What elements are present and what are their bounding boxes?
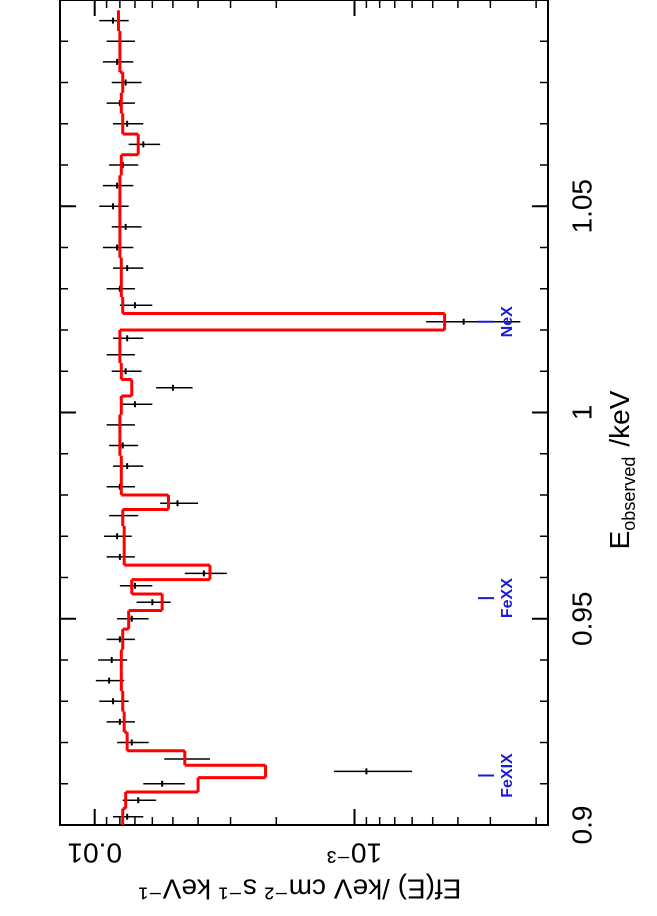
annotation-label: FeXIX <box>499 753 516 798</box>
y-tick-label: 0.01 <box>67 838 122 869</box>
y-tick-label: 10⁻³ <box>327 838 382 869</box>
annotation-label: NeX <box>499 306 516 337</box>
x-label-sub: observed <box>619 457 639 531</box>
y-axis-label: Ef(E) /keV cm⁻² s⁻¹ keV⁻¹ <box>139 874 462 905</box>
x-axis-label: Eobserved/keV <box>604 390 638 549</box>
x-label-unit: /keV <box>604 390 635 446</box>
rotated-plot: 0.9 0.95 1 1.05 0.01 10⁻³ Eobserved/keV Ef(E) /… <box>59 0 639 905</box>
x-tick-label: 0.95 <box>566 592 597 647</box>
annotation-label: FeXX <box>499 578 516 618</box>
x-label-main: E <box>604 531 635 550</box>
x-tick-label: 1 <box>566 405 597 421</box>
x-tick-label: 0.9 <box>566 806 597 845</box>
x-tick-label: 1.05 <box>566 179 597 234</box>
